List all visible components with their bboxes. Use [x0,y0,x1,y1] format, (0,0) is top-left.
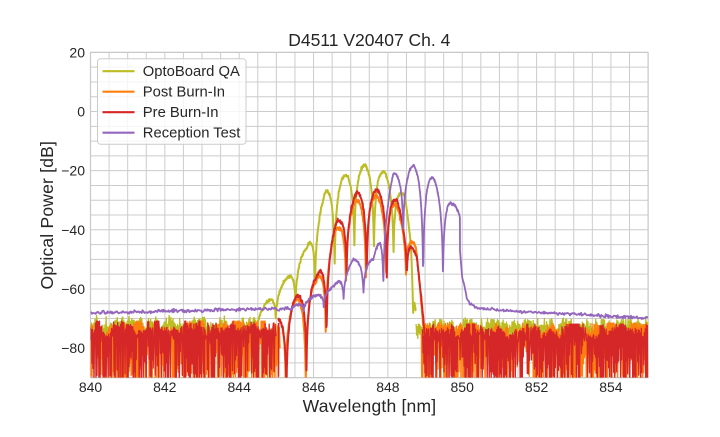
svg-text:Reception Test: Reception Test [143,126,241,142]
svg-text:0: 0 [77,104,85,120]
svg-text:−40: −40 [61,222,85,238]
svg-text:842: 842 [153,379,177,395]
svg-text:−80: −80 [61,340,85,356]
svg-text:846: 846 [302,379,326,395]
svg-text:840: 840 [79,379,103,395]
svg-text:850: 850 [451,379,475,395]
svg-text:−60: −60 [61,281,85,297]
svg-text:−20: −20 [61,163,85,179]
svg-text:20: 20 [69,44,85,60]
svg-text:Wavelength [nm]: Wavelength [nm] [303,396,437,416]
svg-text:OptoBoard QA: OptoBoard QA [143,64,240,80]
svg-text:848: 848 [376,379,400,395]
svg-text:852: 852 [525,379,549,395]
svg-text:844: 844 [228,379,252,395]
svg-text:Pre Burn-In: Pre Burn-In [143,105,219,121]
svg-text:D4511 V20407 Ch. 4: D4511 V20407 Ch. 4 [288,30,450,50]
svg-text:Optical Power [dB]: Optical Power [dB] [37,141,57,290]
svg-text:Post Burn-In: Post Burn-In [143,85,225,101]
svg-text:854: 854 [599,379,623,395]
